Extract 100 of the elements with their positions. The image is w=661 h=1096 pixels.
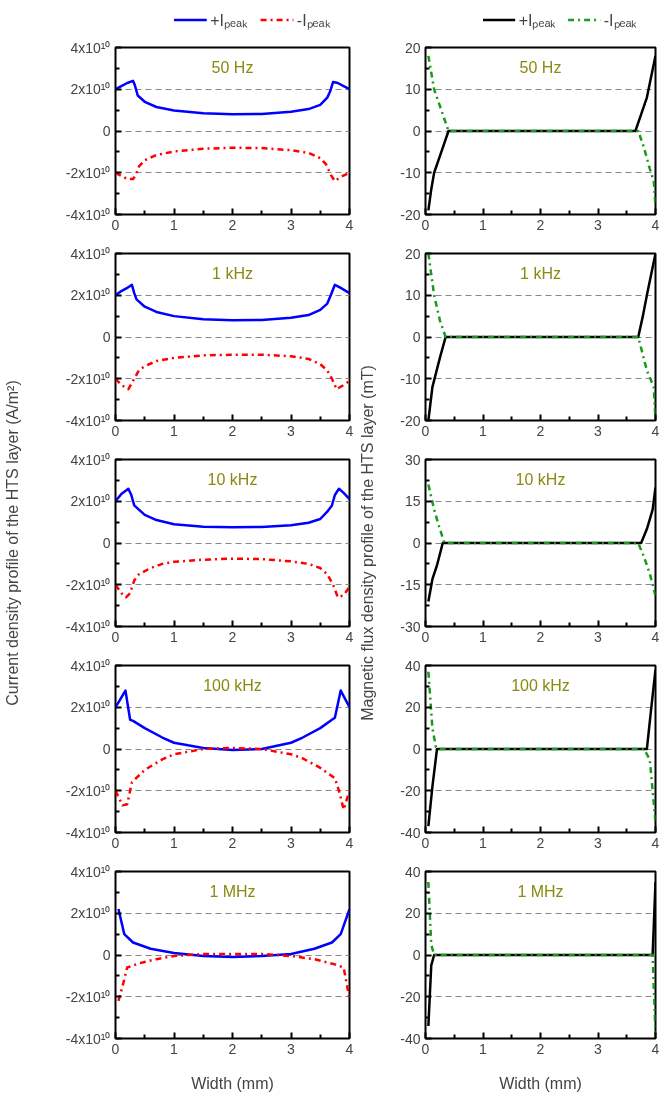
y-tick-label: 10: [404, 287, 421, 304]
y-tick-label: -10: [400, 164, 421, 181]
y-tick-label: -4x10¹⁰: [65, 412, 111, 429]
y-tick-label: -20: [400, 412, 421, 429]
y-tick-label: 4x10¹⁰: [70, 451, 111, 468]
x-tick-label: 2: [536, 1040, 545, 1057]
x-tick-label: 3: [594, 422, 603, 439]
x-tick-label: 3: [287, 1040, 296, 1057]
annotation: 10 kHz: [515, 470, 566, 488]
y-tick-label: -2x10¹⁰: [65, 576, 111, 593]
y-tick-label: 4x10¹⁰: [70, 39, 111, 56]
x-tick-label: 4: [651, 422, 660, 439]
y-tick-label: 2x10¹⁰: [70, 493, 111, 510]
annotation: 10 kHz: [207, 470, 258, 488]
legend-label: +Iₚₑₐₖ: [210, 11, 248, 30]
x-tick-label: 2: [228, 1040, 237, 1057]
y-tick-label: 10: [404, 81, 421, 98]
x-tick-label: 2: [536, 628, 545, 645]
x-tick-label: 4: [651, 1040, 660, 1057]
x-tick-label: 4: [345, 216, 354, 233]
y-tick-label: -2x10¹⁰: [65, 370, 111, 387]
y-tick-label: 4x10¹⁰: [70, 863, 111, 880]
y-tick-label: -15: [400, 576, 421, 593]
y-axis-title: Magnetic flux density profile of the HTS layer (mT): [359, 365, 377, 721]
x-tick-label: 1: [479, 1040, 488, 1057]
y-tick-label: -40: [400, 1030, 421, 1047]
x-tick-label: 1: [479, 834, 488, 851]
x-tick-label: 2: [536, 422, 545, 439]
annotation: 1 MHz: [517, 882, 564, 900]
annotation: 100 kHz: [203, 676, 262, 694]
legend-label: -Iₚₑₐₖ: [296, 11, 331, 30]
y-tick-label: -40: [400, 824, 421, 841]
y-tick-label: 2x10¹⁰: [70, 905, 111, 922]
x-tick-label: 1: [479, 422, 488, 439]
x-tick-label: 4: [345, 628, 354, 645]
y-tick-label: 2x10¹⁰: [70, 81, 111, 98]
y-tick-label: 4x10¹⁰: [70, 657, 111, 674]
y-tick-label: 2x10¹⁰: [70, 287, 111, 304]
y-tick-label: -30: [400, 618, 421, 635]
x-tick-label: 3: [594, 834, 603, 851]
x-tick-label: 2: [228, 628, 237, 645]
x-tick-label: 4: [345, 1040, 354, 1057]
y-tick-label: 40: [404, 657, 421, 674]
y-tick-label: 0: [102, 741, 111, 757]
y-tick-label: -2x10¹⁰: [65, 782, 111, 799]
y-tick-label: 0: [412, 123, 421, 139]
y-tick-label: 0: [412, 329, 421, 345]
y-tick-label: -20: [400, 206, 421, 223]
x-tick-label: 1: [170, 422, 179, 439]
y-tick-label: -20: [400, 782, 421, 799]
x-tick-label: 4: [651, 628, 660, 645]
y-tick-label: 20: [404, 699, 421, 716]
annotation: 1 kHz: [212, 264, 253, 282]
x-tick-label: 1: [170, 216, 179, 233]
y-tick-label: 20: [404, 905, 421, 922]
annotation: 100 kHz: [511, 676, 570, 694]
y-tick-label: 4x10¹⁰: [70, 245, 111, 262]
x-tick-label: 1: [170, 834, 179, 851]
annotation: 50 Hz: [519, 58, 562, 76]
x-axis-title: Width (mm): [191, 1074, 274, 1092]
x-tick-label: 1: [479, 216, 488, 233]
y-tick-label: -2x10¹⁰: [65, 988, 111, 1005]
x-tick-label: 3: [287, 216, 296, 233]
y-tick-label: 15: [404, 493, 421, 510]
x-tick-label: 3: [287, 834, 296, 851]
x-tick-label: 2: [228, 216, 237, 233]
x-tick-label: 4: [651, 834, 660, 851]
annotation: 1 kHz: [520, 264, 561, 282]
y-tick-label: 0: [412, 947, 421, 963]
y-tick-label: 0: [412, 535, 421, 551]
y-tick-label: 0: [102, 535, 111, 551]
y-tick-label: -2x10¹⁰: [65, 164, 111, 181]
y-tick-label: -4x10¹⁰: [65, 1030, 111, 1047]
x-tick-label: 1: [170, 628, 179, 645]
annotation: 1 MHz: [209, 882, 256, 900]
y-tick-label: 2x10¹⁰: [70, 699, 111, 716]
y-tick-label: 20: [404, 39, 421, 56]
x-tick-label: 3: [287, 628, 296, 645]
x-tick-label: 3: [594, 628, 603, 645]
x-tick-label: 2: [536, 834, 545, 851]
annotation: 50 Hz: [211, 58, 254, 76]
x-tick-label: 2: [536, 216, 545, 233]
y-tick-label: 0: [102, 329, 111, 345]
y-tick-label: 40: [404, 863, 421, 880]
y-tick-label: -4x10¹⁰: [65, 618, 111, 635]
x-tick-label: 3: [594, 1040, 603, 1057]
y-tick-label: -20: [400, 988, 421, 1005]
x-tick-label: 2: [228, 422, 237, 439]
y-tick-label: 30: [404, 451, 421, 468]
y-tick-label: -4x10¹⁰: [65, 824, 111, 841]
x-tick-label: 2: [228, 834, 237, 851]
y-tick-label: -10: [400, 370, 421, 387]
x-tick-label: 1: [479, 628, 488, 645]
x-tick-label: 3: [594, 216, 603, 233]
x-tick-label: 4: [651, 216, 660, 233]
legend-label: +Iₚₑₐₖ: [518, 11, 557, 30]
x-tick-label: 1: [170, 1040, 179, 1057]
y-tick-label: 20: [404, 245, 421, 262]
x-tick-label: 3: [287, 422, 296, 439]
y-tick-label: 0: [102, 947, 111, 963]
